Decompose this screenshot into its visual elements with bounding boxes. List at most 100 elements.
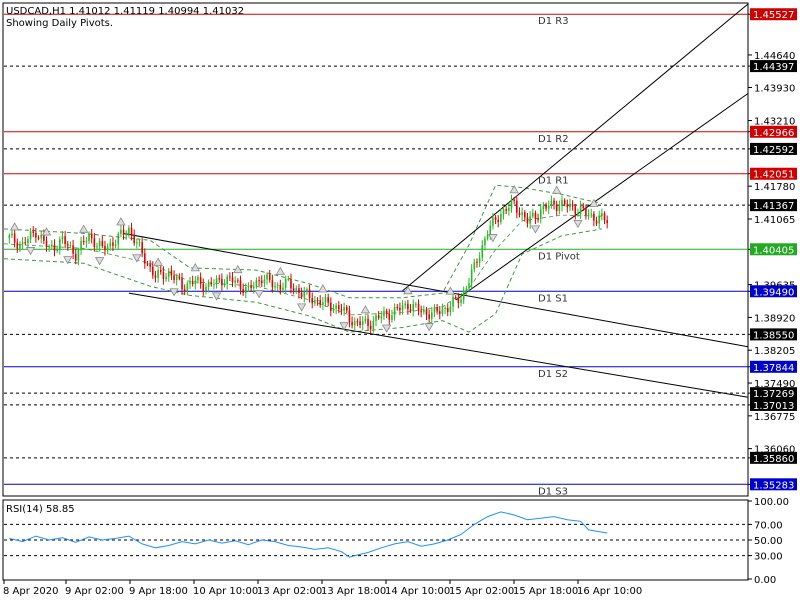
price-label-box [750,142,797,155]
candle-body [306,289,308,292]
candle-body [343,307,345,311]
pivot-label: D1 S3 [538,486,568,497]
candle-body [423,309,425,313]
candle-body [521,212,523,216]
candle-body [226,276,228,285]
candle-body [303,291,306,298]
candle-body [48,246,50,248]
candle-body [77,249,80,261]
pivot-subtitle: Showing Daily Pivots. [6,18,113,29]
candle-body [19,243,21,249]
candle-body [577,213,579,215]
band-upper [3,184,603,299]
candle-body [502,208,505,215]
candle-body [205,286,207,292]
band-lower [3,228,602,333]
candle-body [569,204,571,208]
candle-body [159,270,162,272]
candle-body [255,280,258,287]
candle-body [59,239,61,250]
candle-body [438,311,441,314]
price-label-box [750,360,797,373]
candle-body [497,219,500,223]
candle-body [454,296,457,298]
rsi-axis: 100.00 70.00 50.00 30.00 0.00 [748,497,789,586]
candle-body [247,285,250,287]
candle-body [8,235,11,239]
candle-body [338,305,340,310]
candle-body [518,212,521,216]
candle-body [340,309,343,311]
candle-body [529,216,531,224]
candle-body [327,297,329,303]
candle-body [112,242,114,246]
candle-body [72,245,74,254]
candle-body [141,242,143,254]
candle-body [524,212,526,218]
rsi-tick-label: 50.00 [754,536,783,547]
price-tick-label: 1.38550 [753,330,794,341]
candle-body [239,280,242,289]
candle-body [377,315,380,318]
candle-body [380,316,383,318]
candle-body [98,240,101,247]
candle-body [96,246,98,248]
candle-body [516,200,518,213]
pivot-labels: D1 R3 D1 R2 D1 R1 D1 Pivot D1 S1 D1 S2 D1 S3 [538,16,580,497]
candle-body [388,313,391,320]
candle-body [348,310,351,322]
time-tick-label: 10 Apr 10:00 [193,586,258,597]
candle-body [606,220,608,224]
candle-body [460,299,462,303]
candle-body [356,321,359,323]
candle-body [90,233,93,239]
candle-body [367,318,369,326]
candle-body [383,310,385,317]
candle-body [165,276,167,280]
candle-body [80,241,82,250]
candle-body [194,280,197,285]
bollinger-bands [3,184,603,333]
price-label-box [750,199,797,212]
candle-body [505,208,507,211]
candle-body [40,234,42,238]
rsi-tick-label: 100.00 [754,497,789,508]
candle-body [526,217,529,224]
candle-body [590,213,593,215]
candle-body [457,297,460,303]
candle-body [372,320,375,329]
rsi-pane: RSI(14) 58.85 [2,499,749,581]
candle-body [539,209,542,219]
price-tick-label: 1.37844 [753,363,794,374]
candle-body [364,318,367,322]
candle-body [593,213,595,221]
fractal-marker [116,217,126,226]
fractal-marker [169,288,179,297]
candle-body [223,284,226,286]
candle-body [287,279,290,281]
candle-body [64,236,66,245]
candle-body [407,303,409,310]
candle-body [431,312,433,319]
candles [8,194,608,334]
candle-body [120,229,122,234]
fractal-marker [25,247,36,256]
candle-body [446,308,449,312]
fractal-marker [445,286,456,295]
candle-body [494,217,497,220]
candle-body [486,234,489,239]
candle-body [436,307,438,312]
candle-body [359,321,361,326]
candle-body [117,233,120,245]
candle-body [393,307,396,316]
candle-body [295,288,298,291]
price-tick-label: 1.43210 [754,117,795,128]
candle-body [85,241,88,243]
candle-body [53,244,56,251]
candle-body [37,237,40,239]
candle-body [274,286,276,288]
price-tick-label: 1.37013 [753,401,794,412]
candle-body [324,297,327,303]
price-label-box [750,478,797,491]
